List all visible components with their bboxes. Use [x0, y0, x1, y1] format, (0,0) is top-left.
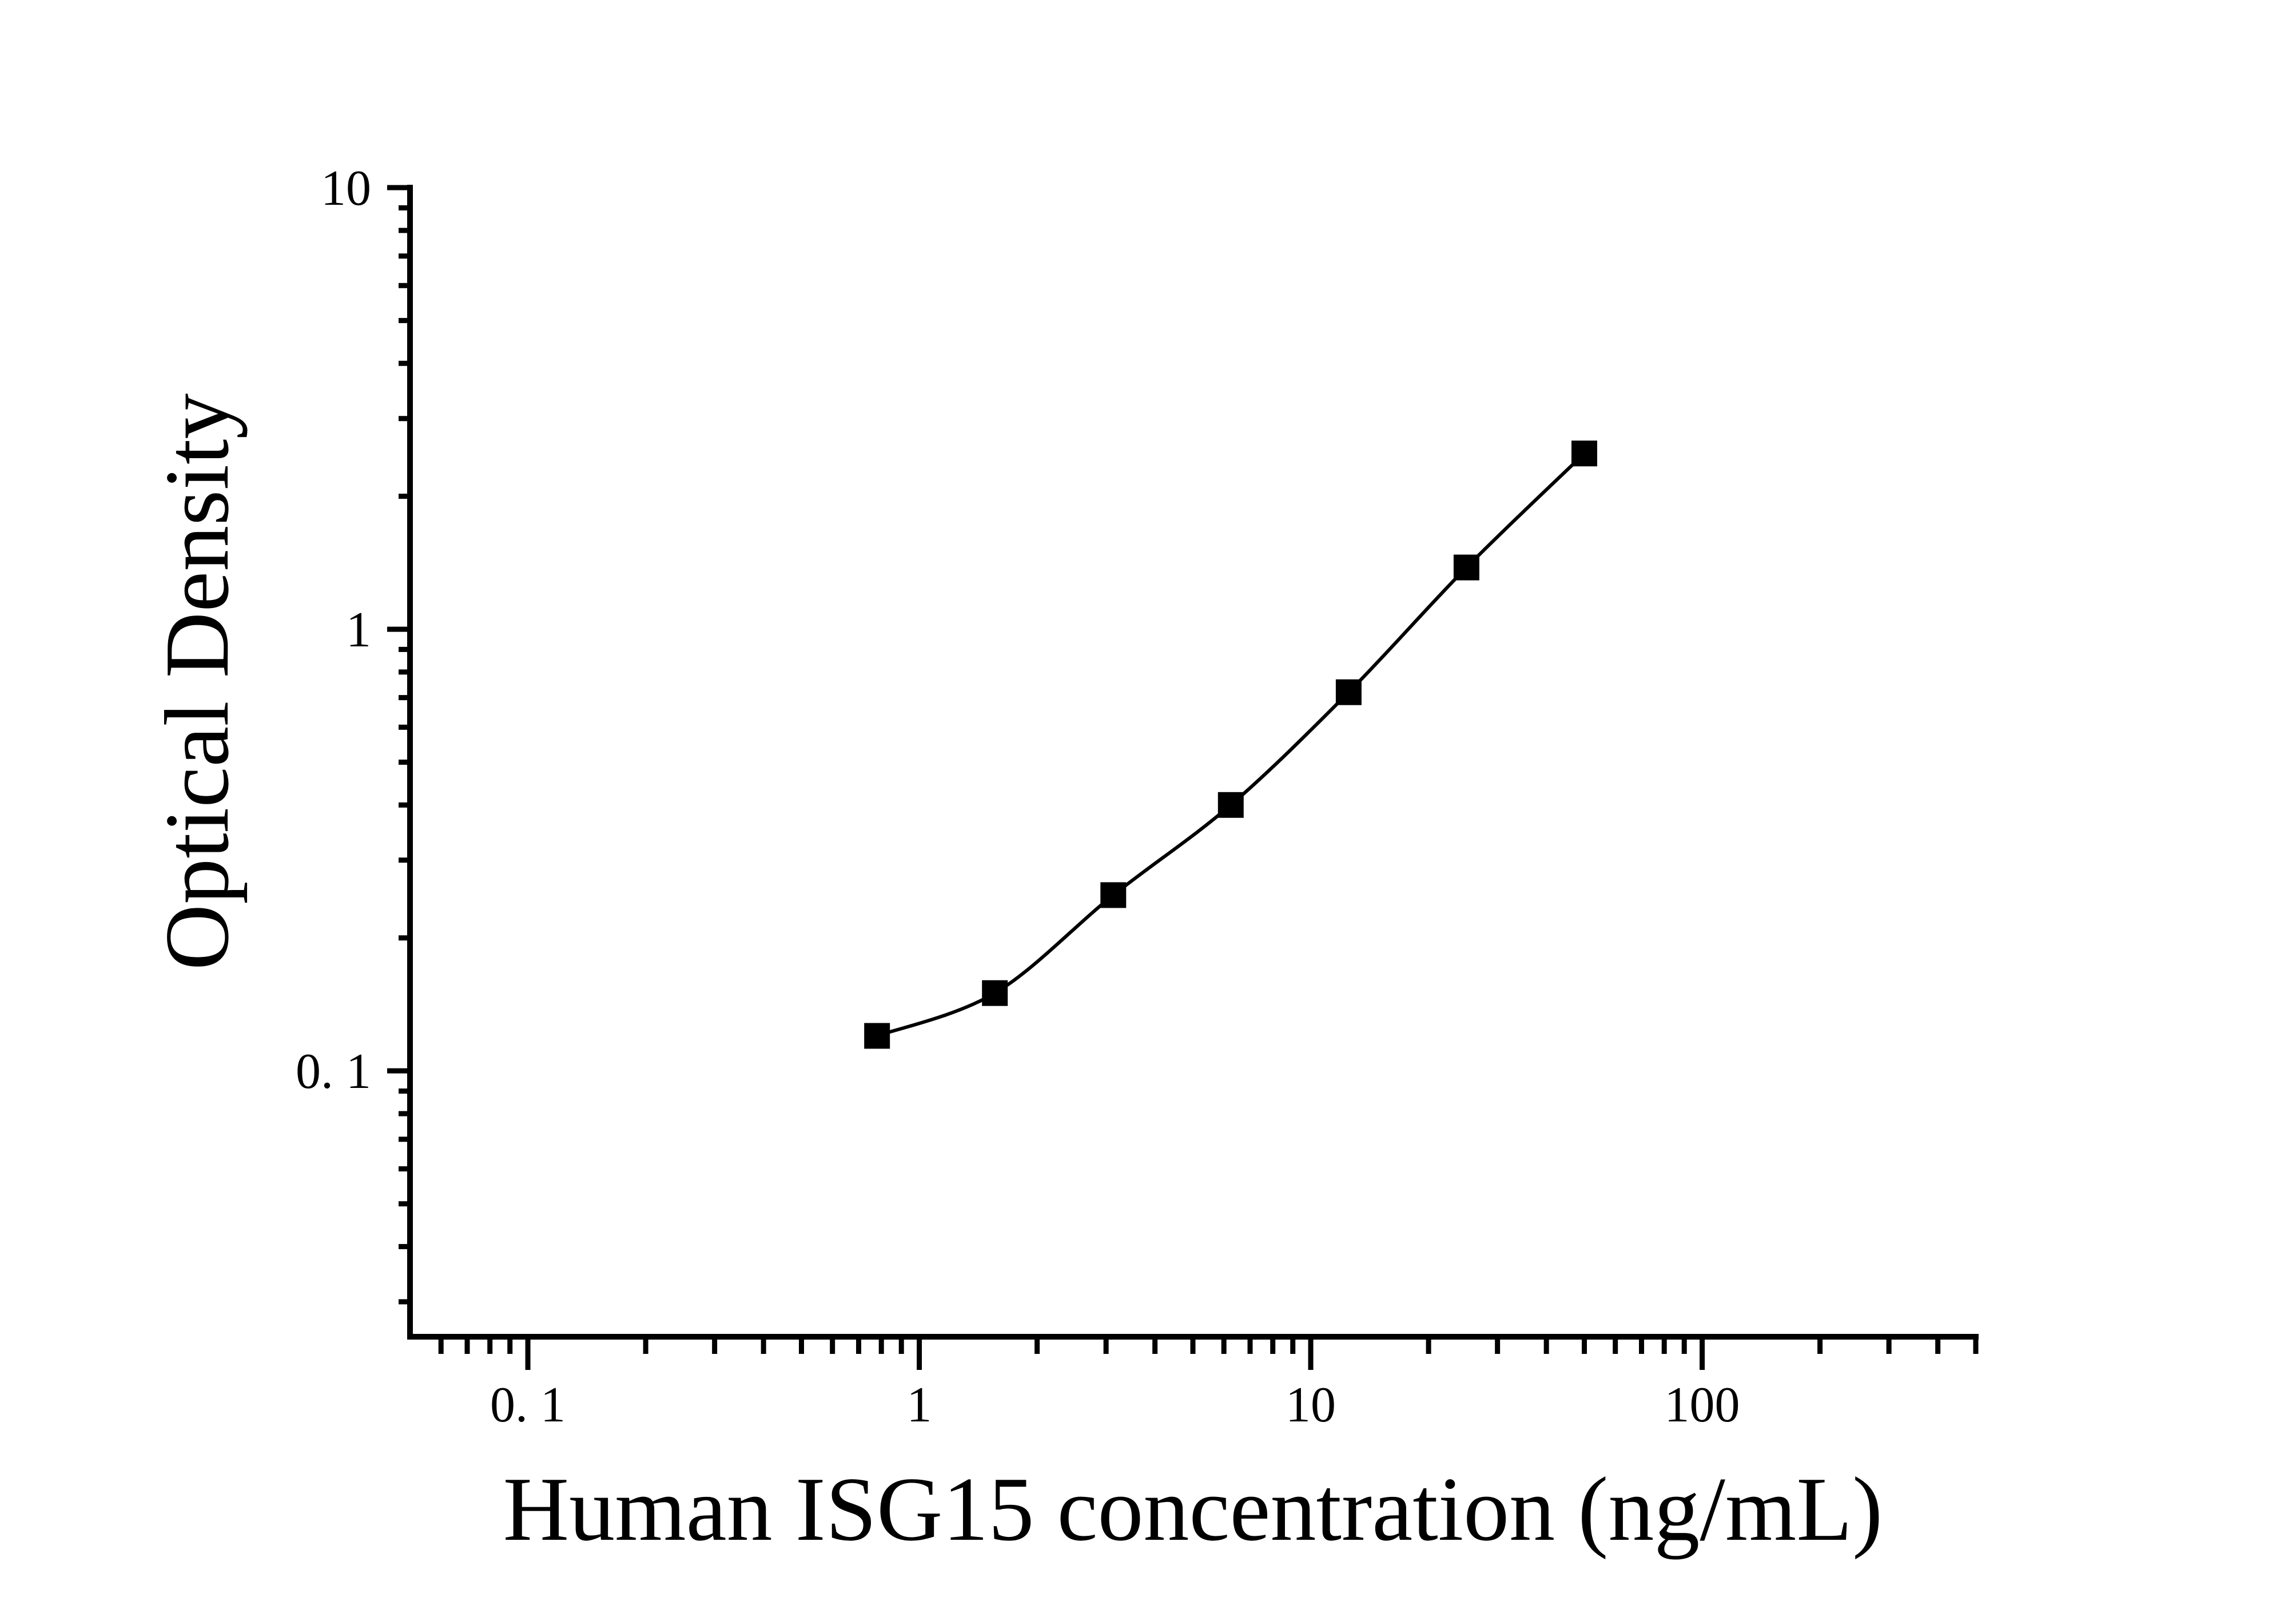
tick-labels-layer: 0. 1 1 10 100 10 1 0. 1 — [296, 161, 1740, 1433]
x-tick-label: 1 — [907, 1377, 932, 1433]
axes-layer — [407, 185, 1979, 1340]
y-tick-label: 10 — [321, 161, 371, 216]
data-point-marker — [1217, 792, 1244, 818]
standard-curve-line — [875, 451, 1586, 1038]
ticks-layer — [387, 185, 1979, 1370]
data-point-marker — [864, 1023, 890, 1049]
data-point-marker — [1100, 882, 1127, 908]
data-point-marker — [1571, 440, 1597, 467]
x-axis-title: Human ISG15 concentration (ng/mL) — [503, 1458, 1883, 1560]
x-tick-label: 100 — [1665, 1377, 1740, 1433]
data-point-marker — [1453, 554, 1479, 581]
data-point-marker — [1335, 679, 1362, 705]
x-tick-label: 0. 1 — [490, 1377, 566, 1433]
y-axis-title: Optical Density — [146, 394, 248, 971]
y-tick-label: 1 — [346, 602, 371, 658]
data-point-marker — [982, 980, 1008, 1006]
x-tick-label: 10 — [1286, 1377, 1336, 1433]
y-tick-label: 0. 1 — [296, 1044, 371, 1099]
series-layer — [864, 440, 1597, 1049]
